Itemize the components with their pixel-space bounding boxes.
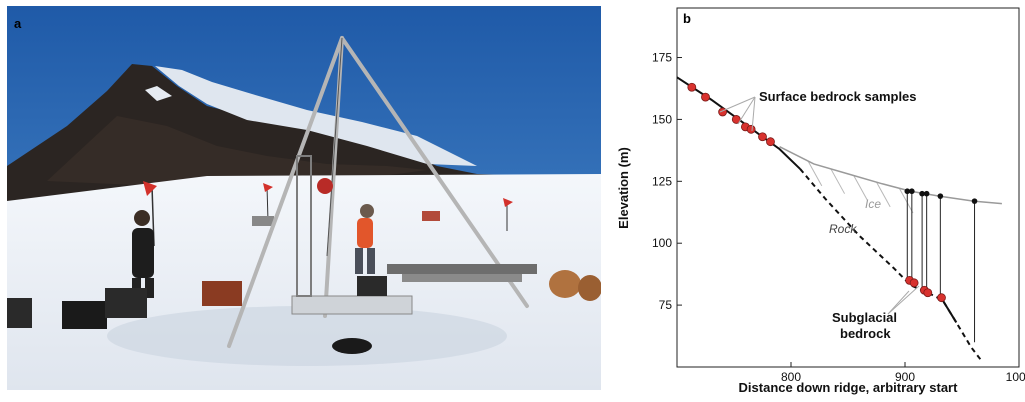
borehole-top-point (919, 190, 925, 197)
drill-frame (296, 155, 312, 297)
borehole-top-point (909, 188, 915, 195)
borehole-top-point (937, 193, 944, 199)
subglacial-label-line1: Subglacial (832, 310, 897, 325)
borehole-top-point (971, 198, 978, 204)
field-photo-illustration: a (7, 6, 602, 390)
panel-a-letter: a (14, 16, 22, 31)
borehole (332, 338, 372, 354)
ice-layer-line (807, 160, 823, 187)
x-axis-title: Distance down ridge, arbitrary start (739, 380, 959, 395)
field-photo: a (7, 6, 602, 390)
subglacial-annotation-pointer (887, 285, 920, 315)
cable-drum (578, 275, 602, 301)
elevation-chart: b 800 900 1000 75 100 125 150 175 Surface bedro… (612, 0, 1025, 397)
subglacial-sample-point (923, 288, 933, 298)
y-tick-label: 100 (652, 236, 672, 250)
surface-sample-point (758, 132, 767, 142)
y-axis-title: Elevation (m) (616, 147, 631, 229)
equipment-case (105, 288, 147, 318)
peak-snow-patch (145, 86, 172, 101)
panel-b-letter: b (683, 11, 691, 26)
subglacial-label-line2: bedrock (840, 326, 891, 341)
ice-layer-line (876, 181, 891, 208)
surface-sample-point (731, 115, 741, 124)
surface-sample-point (766, 137, 775, 147)
cable-drum (549, 270, 581, 298)
ice-layer-line (830, 168, 846, 194)
rock-label: Rock (829, 222, 857, 236)
x-tick-label: 1000 (1006, 370, 1025, 384)
surface-sample-point (701, 92, 710, 102)
pipe-rack (387, 264, 537, 274)
snow-shadow (107, 306, 507, 366)
distant-equipment (252, 216, 274, 226)
drill-cable (326, 37, 343, 257)
surface-annotation-pointer (751, 96, 756, 132)
x-tick-label: 800 (781, 370, 801, 384)
chart-frame (676, 7, 1020, 368)
drill-platform (291, 295, 413, 315)
drill-winch (317, 178, 333, 194)
ice-layer-line (853, 175, 868, 201)
red-flag (503, 198, 513, 207)
y-tick-label: 150 (652, 112, 672, 126)
distant-equipment (422, 211, 440, 221)
subglacial-bedrock-solid-line (941, 299, 958, 323)
borehole-top-point (904, 188, 911, 195)
y-tick-label: 125 (652, 174, 672, 188)
surface-annotation-pointer (737, 96, 756, 125)
elevation-chart-svg: b 800 900 1000 75 100 125 150 175 Surface bedro… (616, 7, 1025, 395)
subglacial-sample-point (937, 293, 946, 303)
ice-label: Ice (865, 197, 881, 211)
surface-sample-point (746, 124, 756, 134)
generator (202, 281, 242, 306)
red-flag (263, 183, 273, 192)
flag-pole (266, 185, 269, 222)
red-flag (143, 181, 157, 196)
ice-surface-line (779, 145, 1002, 205)
equipment-case (62, 301, 107, 329)
surface-sample-point (687, 82, 697, 92)
surface-annotation-pointer (719, 96, 756, 113)
borehole-top-point (923, 190, 930, 197)
buried-bedrock-line (799, 168, 984, 363)
surface-samples-label: Surface bedrock samples (759, 89, 917, 104)
person-right (355, 204, 375, 274)
y-tick-label: 75 (659, 298, 673, 312)
equipment-case (357, 276, 387, 296)
ice-layer-line (898, 188, 914, 214)
subglacial-annotation-pointer (887, 290, 910, 315)
peak-snow (155, 66, 477, 166)
pipe-rack (402, 274, 522, 282)
x-tick-label: 900 (895, 370, 915, 384)
equipment-case (7, 298, 32, 328)
subglacial-sample-point (909, 278, 919, 288)
y-tick-label: 175 (652, 51, 672, 65)
rock-shadow (47, 116, 427, 186)
